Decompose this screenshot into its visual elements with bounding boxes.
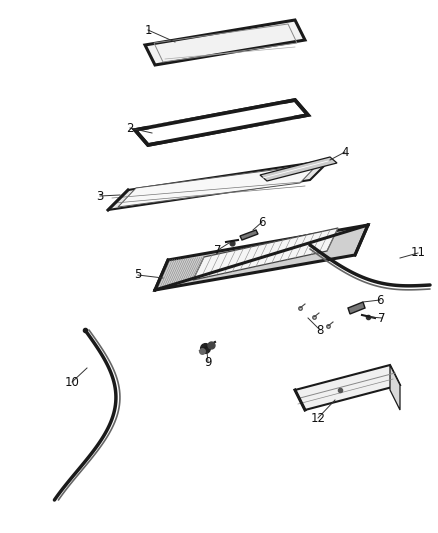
Text: 5: 5 [134, 269, 141, 281]
Text: 3: 3 [96, 190, 104, 203]
Polygon shape [260, 157, 337, 181]
Polygon shape [295, 365, 400, 410]
Polygon shape [155, 225, 368, 290]
Text: 2: 2 [126, 122, 134, 134]
Polygon shape [240, 230, 258, 240]
Text: 6: 6 [376, 294, 384, 306]
Text: 1: 1 [144, 23, 152, 36]
Polygon shape [348, 302, 365, 314]
Text: 11: 11 [410, 246, 425, 260]
Polygon shape [193, 228, 338, 280]
Text: 4: 4 [341, 146, 349, 158]
Text: 8: 8 [316, 324, 324, 336]
Text: 7: 7 [214, 244, 222, 256]
Polygon shape [135, 100, 308, 145]
Polygon shape [108, 160, 330, 210]
Polygon shape [147, 104, 296, 141]
Text: 6: 6 [258, 215, 266, 229]
Text: 9: 9 [204, 356, 212, 368]
Text: 7: 7 [378, 311, 386, 325]
Polygon shape [145, 20, 305, 65]
Polygon shape [390, 365, 400, 410]
Text: 10: 10 [64, 376, 79, 389]
Text: 12: 12 [311, 411, 325, 424]
Polygon shape [118, 164, 318, 207]
